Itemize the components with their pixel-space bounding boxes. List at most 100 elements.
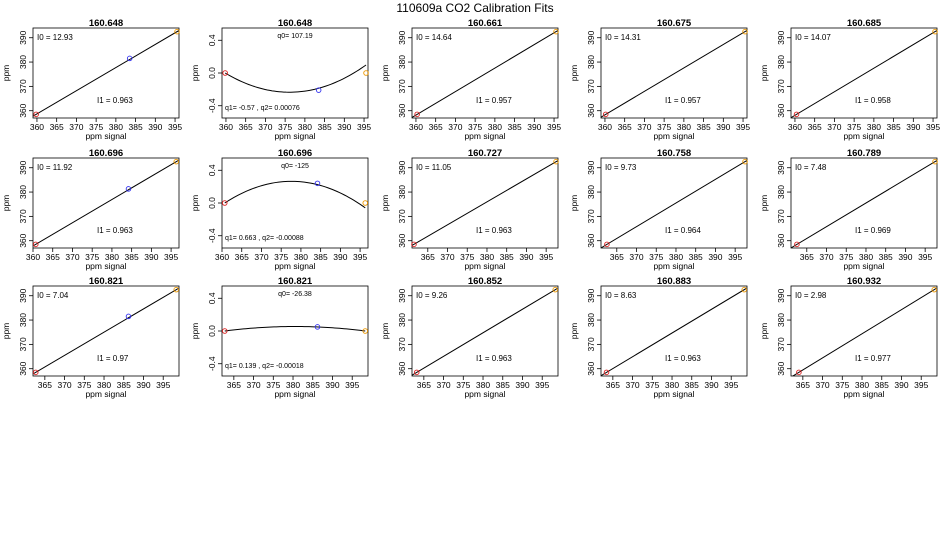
y-tick-label: 390 (397, 288, 407, 302)
data-point (932, 28, 938, 35)
fit-q0-label: q0= -26.38 (278, 291, 312, 298)
panel-title: 160.883 (657, 276, 691, 287)
fit-curve (224, 64, 367, 93)
fit-line (412, 160, 558, 246)
y-tick-label: 370 (18, 209, 28, 223)
fit-line (33, 287, 179, 375)
plot-frame (32, 285, 180, 377)
x-tick-label: 395 (168, 122, 182, 132)
fit-line (412, 287, 558, 376)
x-tick-label: 365 (618, 122, 632, 132)
y-tick-label: 380 (397, 313, 407, 327)
y-tick-label: 360 (397, 361, 407, 375)
fit-line (791, 160, 937, 248)
x-tick-label: 370 (440, 252, 454, 262)
x-tick-label: 375 (649, 252, 663, 262)
y-axis-label: ppm (569, 195, 579, 212)
x-tick-label: 385 (129, 122, 143, 132)
y-axis-label: ppm (190, 65, 200, 82)
x-tick-label: 370 (258, 122, 272, 132)
x-tick-label: 385 (125, 252, 139, 262)
x-tick-label: 370 (625, 380, 639, 390)
x-tick-label: 375 (839, 252, 853, 262)
y-tick-label: 380 (776, 313, 786, 327)
x-tick-label: 365 (610, 252, 624, 262)
x-tick-label: 365 (239, 122, 253, 132)
x-tick-label: 380 (859, 252, 873, 262)
x-tick-label: 370 (448, 122, 462, 132)
y-tick-label: 370 (586, 209, 596, 223)
data-point (33, 111, 39, 118)
y-tick-label: 0.4 (207, 164, 217, 176)
x-tick-label: 395 (357, 122, 371, 132)
x-tick-label: 385 (314, 252, 328, 262)
x-tick-label: 375 (85, 252, 99, 262)
x-tick-label: 395 (914, 380, 928, 390)
data-point (742, 158, 748, 165)
plot-frame (411, 285, 559, 377)
panel-title: 160.852 (468, 276, 502, 287)
fit-line (601, 30, 747, 118)
y-tick-label: 370 (776, 337, 786, 351)
y-tick-label: 360 (776, 103, 786, 117)
data-point (125, 186, 132, 192)
fit-slope-label: I1 = 0.97 (97, 354, 129, 363)
x-tick-label: 360 (598, 122, 612, 132)
x-tick-label: 380 (669, 252, 683, 262)
x-tick-label: 395 (164, 252, 178, 262)
data-point (741, 286, 747, 293)
y-tick-label: -0.4 (207, 98, 217, 113)
x-tick-label: 385 (508, 122, 522, 132)
plot-frame (411, 27, 559, 119)
x-tick-label: 385 (879, 252, 893, 262)
x-tick-label: 370 (65, 252, 79, 262)
fit-slope-label: I1 = 0.964 (665, 226, 701, 235)
y-axis-label: ppm (380, 323, 390, 340)
fit-curve (224, 326, 366, 332)
x-tick-label: 395 (156, 380, 170, 390)
x-tick-label: 370 (246, 380, 260, 390)
y-tick-label: 380 (776, 185, 786, 199)
x-tick-label: 365 (800, 252, 814, 262)
y-tick-label: 380 (397, 55, 407, 69)
x-tick-label: 385 (689, 252, 703, 262)
x-tick-label: 395 (728, 252, 742, 262)
x-tick-label: 375 (835, 380, 849, 390)
y-tick-label: 390 (586, 30, 596, 44)
x-tick-label: 395 (353, 252, 367, 262)
y-tick-label: -0.4 (207, 228, 217, 243)
y-tick-label: 380 (397, 185, 407, 199)
y-tick-label: 360 (776, 233, 786, 247)
fit-q0-label: q0= 107.19 (277, 33, 312, 40)
x-tick-label: 390 (148, 122, 162, 132)
x-tick-label: 380 (97, 380, 111, 390)
x-axis-label: ppm signal (464, 261, 505, 271)
data-point (602, 111, 609, 118)
x-tick-label: 385 (875, 380, 889, 390)
data-point (125, 313, 132, 320)
x-tick-label: 380 (105, 252, 119, 262)
y-tick-label: 370 (18, 79, 28, 93)
x-tick-label: 390 (716, 122, 730, 132)
y-tick-label: 0.0 (207, 325, 217, 337)
x-tick-label: 370 (815, 380, 829, 390)
panel-title: 160.821 (89, 276, 124, 287)
panel-title: 160.648 (89, 18, 123, 29)
data-point (742, 28, 748, 35)
x-tick-label: 365 (429, 122, 443, 132)
x-tick-label: 395 (345, 380, 359, 390)
fit-intercept-label: I0 = 8.63 (605, 291, 637, 300)
fit-slope-label: I1 = 0.957 (665, 96, 701, 105)
x-tick-label: 360 (219, 122, 233, 132)
x-tick-label: 385 (500, 252, 514, 262)
data-point (362, 200, 368, 206)
x-tick-label: 360 (409, 122, 423, 132)
x-tick-label: 370 (819, 252, 833, 262)
panel-0: 160.648 360 365 370 375 380 385 390 395 360 370 380… (1, 18, 182, 141)
x-tick-label: 395 (547, 122, 561, 132)
plot-frame (32, 27, 180, 119)
y-tick-label: 360 (397, 233, 407, 247)
x-tick-label: 385 (887, 122, 901, 132)
fit-line (791, 287, 937, 376)
